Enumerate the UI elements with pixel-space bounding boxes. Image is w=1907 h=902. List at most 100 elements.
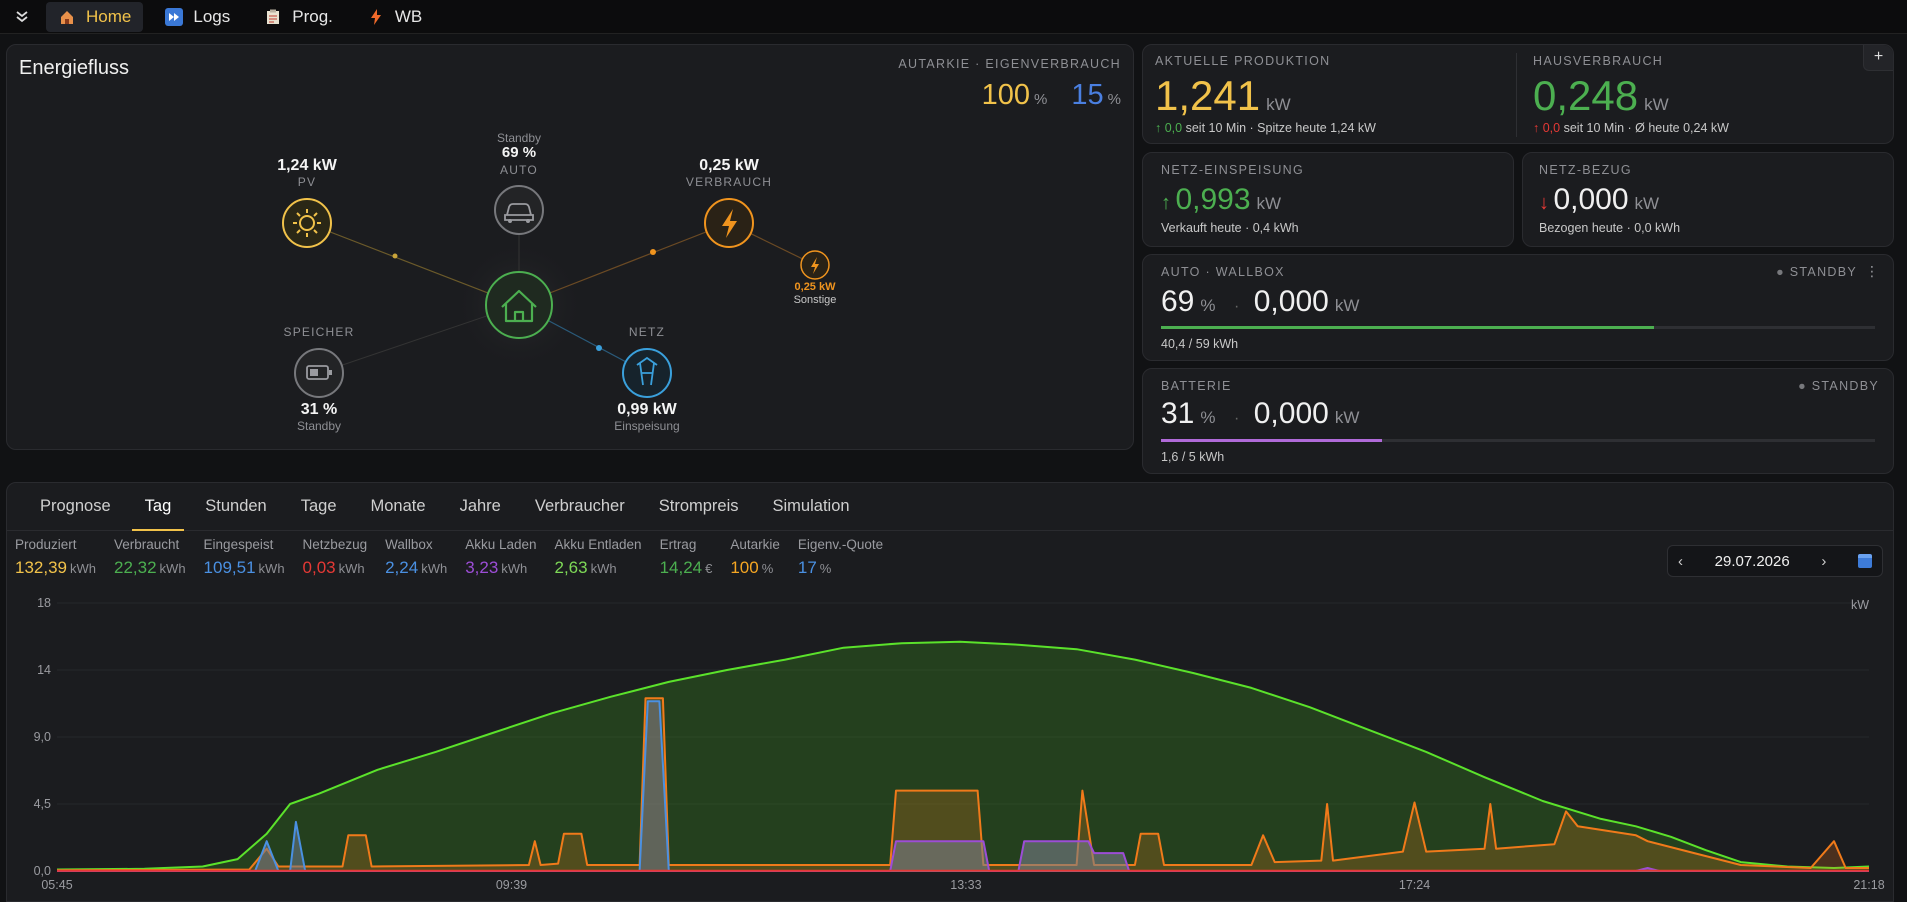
- speicher-node-values: 31 % Standby: [297, 401, 341, 433]
- series-area-3: [57, 841, 1869, 871]
- pv-flow-dot: [392, 253, 398, 259]
- nav-tab-wb[interactable]: WB: [355, 2, 434, 32]
- tab-simulation[interactable]: Simulation: [772, 497, 850, 515]
- energy-flow-card: Energiefluss AUTARKIE · EIGENVERBRAUCH 1…: [6, 44, 1134, 450]
- stat-item: Akku Entladen 2,63 kWh: [555, 537, 642, 578]
- wallbox-status-text: STANDBY: [1789, 265, 1857, 279]
- hausverbrauch-delta: 0,0: [1542, 121, 1561, 135]
- date-picker: ‹ 29.07.2026 ›: [1667, 545, 1883, 577]
- stat-unit: %: [761, 561, 774, 576]
- series-area-1: [57, 698, 1869, 871]
- tab-strompreis[interactable]: Strompreis: [658, 497, 739, 515]
- nav-tab-label: WB: [394, 6, 423, 26]
- einspeisung-card: NETZ-EINSPEISUNG ↑ 0,993 kW Verkauft heut…: [1142, 152, 1514, 247]
- more-icon[interactable]: ⋮: [1865, 263, 1879, 279]
- up-arrow-icon: ↑: [1161, 192, 1171, 214]
- series-line-0: [56, 640, 1870, 871]
- tab-jahre[interactable]: Jahre: [459, 497, 501, 515]
- y-tick-label: 0,0: [34, 864, 51, 878]
- netz-status: Einspeisung: [614, 419, 680, 433]
- bezug-unit: kW: [1634, 194, 1660, 213]
- stat-item: Verbraucht 22,32 kWh: [114, 537, 186, 578]
- menu-chevron-icon[interactable]: [12, 7, 32, 27]
- tab-monate[interactable]: Monate: [370, 497, 426, 515]
- nav-tab-prog[interactable]: Prog.: [252, 2, 345, 32]
- stat-name: Akku Laden: [465, 537, 537, 552]
- nav-tab-label: Prog.: [292, 6, 333, 26]
- add-button[interactable]: +: [1863, 45, 1893, 71]
- tab-verbraucher[interactable]: Verbraucher: [534, 497, 625, 515]
- pv-label: PV: [297, 175, 317, 189]
- calendar-icon[interactable]: [1858, 554, 1872, 568]
- flow-diagram: [282, 185, 830, 398]
- verbrauch-label: VERBRAUCH: [685, 175, 773, 189]
- einspeisung-value: 0,993: [1175, 183, 1251, 216]
- stat-value: 2,63: [554, 558, 588, 577]
- bezug-value: 0,000: [1553, 183, 1629, 216]
- stat-unit: kWh: [421, 561, 448, 576]
- stat-item: Wallbox 2,24 kWh: [385, 537, 447, 578]
- history-stats: Produziert 132,39 kWh Verbraucht 22,32 kWh Ein…: [15, 537, 901, 578]
- netz-node-values: 0,99 kW Einspeisung: [614, 401, 679, 433]
- percent-unit: %: [1107, 91, 1121, 108]
- stat-name: Akku Entladen: [554, 537, 642, 552]
- series-line-3: [57, 840, 1869, 872]
- stat-value: 132,39: [15, 558, 67, 577]
- grid-pylon-icon: [622, 348, 672, 398]
- nav-tab-label: Home: [86, 6, 132, 26]
- card-title: Energiefluss: [19, 57, 130, 79]
- tab-stunden[interactable]: Stunden: [205, 497, 267, 515]
- speicher-value: 31 %: [300, 401, 338, 418]
- x-tick-label: 05:45: [41, 878, 72, 892]
- separator-dot: ·: [1233, 298, 1240, 315]
- hausverbrauch-label: HAUSVERBRAUCH: [1533, 54, 1664, 68]
- nav-tab-logs[interactable]: Logs: [153, 2, 242, 32]
- x-tick-label: 21:18: [1853, 878, 1884, 892]
- stat-value: 14,24: [659, 558, 703, 577]
- bezug-card: NETZ-BEZUG ↓ 0,000 kW Bezogen heute · 0,0…: [1522, 152, 1894, 247]
- y-unit-label: kW: [1851, 598, 1869, 612]
- tab-tag[interactable]: Tag: [131, 483, 185, 531]
- stat-name: Eigenv.-Quote: [797, 537, 884, 552]
- car-icon: [494, 185, 544, 235]
- bezug-label: NETZ-BEZUG: [1539, 163, 1632, 177]
- stat-value: 0,03: [302, 558, 336, 577]
- top-nav: Home Logs Prog. WB: [0, 0, 1907, 34]
- sun-icon: [282, 198, 332, 248]
- wallbox-card: AUTO · WALLBOX ● STANDBY ⋮ 69% · 0,000 kW…: [1142, 254, 1894, 361]
- netz-label-top: NETZ: [629, 325, 665, 339]
- verbrauch-flow-dot: [650, 249, 656, 255]
- wallbox-progress-track: [1161, 326, 1875, 329]
- batterie-label: BATTERIE: [1161, 379, 1232, 393]
- percent-unit: %: [1034, 91, 1048, 108]
- tab-prognose[interactable]: Prognose: [40, 497, 111, 515]
- einspeisung-label: NETZ-EINSPEISUNG: [1161, 163, 1305, 177]
- lightning-icon: [367, 8, 385, 26]
- tab-tage[interactable]: Tage: [300, 497, 337, 515]
- wallbox-percent-unit: %: [1200, 296, 1216, 315]
- netz-value: 0,99 kW: [617, 401, 677, 418]
- house-node: [485, 271, 553, 339]
- stat-value: 22,32: [114, 558, 157, 577]
- nav-tab-home[interactable]: Home: [46, 1, 144, 32]
- separator-dot: ·: [1233, 410, 1240, 427]
- wallbox-power: 0,000: [1253, 285, 1329, 318]
- stat-item: Autarkie 100%: [730, 537, 780, 578]
- batterie-unit: kW: [1334, 408, 1360, 427]
- y-tick-label: 4,5: [34, 797, 51, 811]
- sonstige-lightning-icon: [800, 250, 830, 280]
- hausverbrauch-detail: seit 10 Min · Ø heute 0,24 kW: [1563, 121, 1729, 135]
- auto-label: AUTO: [500, 163, 538, 177]
- produktion-delta: 0,0: [1164, 121, 1183, 135]
- batterie-progress-track: [1161, 439, 1875, 442]
- lightning-icon: [704, 198, 754, 248]
- prev-day-button[interactable]: ‹: [1678, 552, 1683, 570]
- nav-tab-label: Logs: [193, 6, 231, 26]
- auto-node-label: Standby 69 % AUTO: [497, 131, 541, 177]
- einspeisung-detail: Verkauft heute · 0,4 kWh: [1161, 221, 1299, 235]
- stat-unit: %: [819, 561, 832, 576]
- date-value[interactable]: 29.07.2026: [1714, 552, 1790, 570]
- stat-unit: €: [705, 561, 713, 576]
- pv-value: 1,24 kW: [277, 157, 337, 174]
- next-day-button[interactable]: ›: [1821, 552, 1827, 570]
